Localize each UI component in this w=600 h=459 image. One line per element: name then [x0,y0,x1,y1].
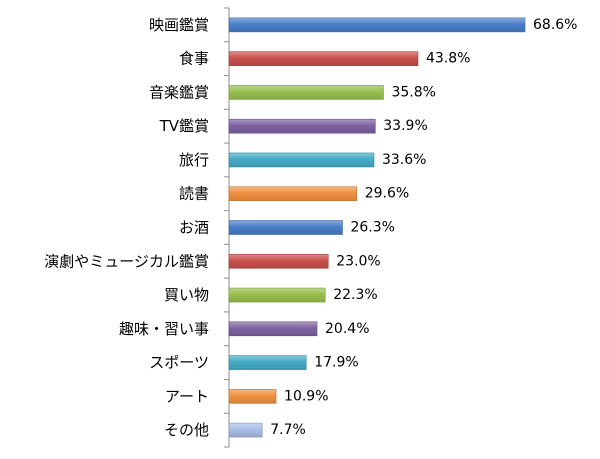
value-label: 20.4% [325,321,369,337]
y-axis-ticks [224,7,229,448]
bar [228,253,329,269]
value-labels: 68.6% 43.8% 35.8% 33.9% 33.6% 29.6% 26.3% 23.0%… [270,17,577,438]
bars [228,17,526,438]
category-label: アート [165,387,209,405]
bar [228,389,277,404]
bar [228,118,376,134]
bar [228,186,358,202]
category-label: 演劇やミュージカル鑑賞 [44,252,209,270]
bar [228,321,318,337]
category-label: 旅行 [179,151,209,169]
bar [228,17,526,33]
value-label: 7.7% [270,422,306,438]
bar [228,287,326,303]
category-label: 趣味・習い事 [119,320,209,338]
value-label: 26.3% [350,220,394,236]
bar [228,51,419,66]
value-label: 22.3% [333,287,377,303]
category-label: 音楽鑑賞 [149,83,209,101]
bar [228,152,375,168]
category-label: TV鑑賞 [159,117,209,135]
bar [228,220,343,235]
bar [228,422,263,438]
value-label: 29.6% [365,186,409,202]
value-label: 68.6% [533,17,577,33]
category-label: 読書 [179,185,209,203]
value-label: 10.9% [284,388,328,404]
category-label: 食事 [179,50,209,68]
category-label: 買い物 [164,286,209,304]
value-label: 33.6% [382,152,426,168]
value-label: 43.8% [426,51,470,67]
value-label: 17.9% [314,355,358,371]
bar [228,85,384,100]
category-label: お酒 [179,219,209,237]
value-label: 23.0% [336,253,380,269]
category-label: その他 [164,421,209,439]
value-label: 35.8% [391,84,435,100]
category-label: スポーツ [149,354,209,372]
category-label: 映画鑑賞 [149,16,209,34]
bar [228,355,307,370]
value-label: 33.9% [383,118,427,134]
